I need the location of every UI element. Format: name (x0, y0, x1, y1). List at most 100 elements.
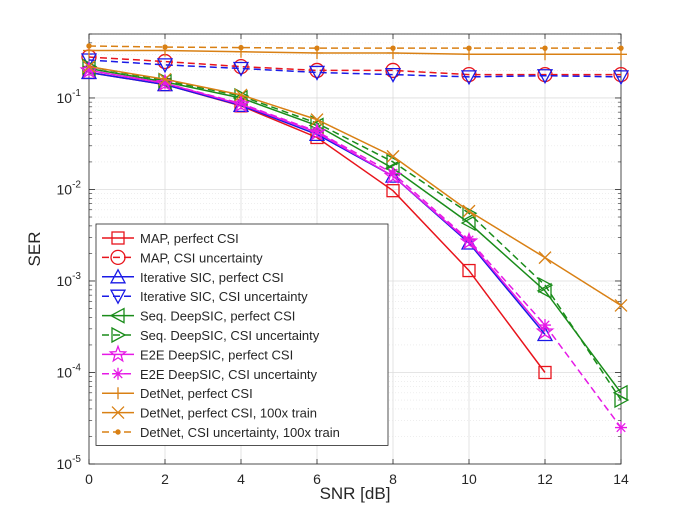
legend-entry: MAP, perfect CSI (102, 231, 239, 246)
legend-label: DetNet, perfect CSI (140, 386, 253, 401)
data-point (542, 45, 548, 51)
data-point (536, 69, 554, 85)
legend-label: Iterative SIC, perfect CSI (140, 270, 284, 285)
legend-marker (112, 387, 124, 400)
data-point (82, 60, 96, 74)
data-point (235, 97, 247, 110)
legend-marker (115, 429, 121, 435)
data-point (463, 234, 475, 247)
y-tick-label: 10-3 (57, 271, 82, 289)
legend-label: MAP, CSI uncertainty (140, 250, 263, 265)
data-point (232, 61, 250, 77)
data-point (233, 58, 249, 75)
y-tick-label: 10-5 (57, 454, 82, 472)
data-point (238, 44, 244, 51)
data-point (162, 44, 168, 50)
series-line (88, 56, 621, 76)
data-point (618, 45, 624, 51)
data-point (386, 149, 400, 163)
data-point (385, 62, 401, 79)
x-tick-label: 12 (537, 471, 553, 487)
legend-entry: Seq. DeepSIC, perfect CSI (102, 307, 295, 324)
data-point (158, 72, 172, 86)
series-line (88, 59, 622, 78)
legend-marker (108, 344, 128, 363)
data-point (460, 70, 478, 86)
data-point (535, 321, 555, 340)
data-point (462, 263, 476, 278)
legend-entry: Seq. DeepSIC, CSI uncertainty (102, 326, 320, 344)
x-tick-label: 10 (461, 471, 477, 487)
legend-label: Seq. DeepSIC, perfect CSI (140, 309, 295, 324)
series-line (88, 45, 621, 49)
legend-marker (111, 326, 127, 344)
series-8 (83, 64, 627, 434)
data-point (614, 391, 630, 409)
legend-marker (111, 406, 125, 420)
x-axis-label: SNR [dB] (320, 484, 391, 503)
data-point (234, 88, 248, 102)
series-line (88, 69, 622, 429)
x-tick-label: 2 (161, 471, 169, 487)
legend-marker (110, 249, 126, 266)
data-point (461, 66, 477, 83)
data-point (156, 58, 174, 74)
legend-marker (109, 289, 127, 305)
data-point (314, 45, 320, 51)
x-tick-label: 0 (85, 471, 93, 487)
data-point (86, 43, 92, 49)
data-point (387, 167, 399, 180)
legend-marker (109, 268, 127, 284)
data-point (538, 277, 554, 294)
x-tick-label: 8 (389, 471, 397, 487)
x-tick-labels: 0 2 4 6 8 10 12 14 (85, 471, 629, 487)
x-tick-label: 6 (313, 471, 321, 487)
legend-label: E2E DeepSIC, CSI uncertainty (140, 367, 318, 382)
y-tick-label: 10-4 (57, 362, 82, 380)
legend-entry: Iterative SIC, perfect CSI (102, 268, 284, 285)
series-line (88, 67, 622, 394)
y-tick-label: 10-2 (57, 179, 82, 197)
data-point (539, 319, 551, 332)
legend-label: Seq. DeepSIC, CSI uncertainty (140, 328, 320, 343)
legend-marker (112, 367, 124, 380)
legend-label: MAP, perfect CSI (140, 231, 239, 246)
data-point (159, 77, 171, 90)
data-point (311, 125, 323, 138)
x-tick-label: 14 (613, 471, 629, 487)
data-point (309, 62, 325, 79)
series-line (89, 49, 621, 56)
series-line (88, 65, 622, 401)
legend-entry: E2E DeepSIC, CSI uncertainty (102, 367, 318, 382)
y-axis-label: SER (25, 232, 44, 267)
data-point (466, 45, 472, 51)
data-point (538, 365, 552, 380)
data-point (308, 65, 326, 81)
data-point (613, 66, 629, 83)
data-point (384, 67, 402, 83)
data-point (310, 113, 324, 127)
data-point (390, 45, 396, 51)
legend-entry: E2E DeepSIC, perfect CSI (102, 344, 293, 363)
y-tick-label: 10-1 (57, 88, 82, 106)
legend-label: DetNet, perfect CSI, 100x train (140, 406, 317, 421)
legend-marker (111, 231, 125, 245)
data-point (538, 251, 552, 265)
legend-entry: DetNet, perfect CSI, 100x train (102, 406, 317, 421)
series-layer (79, 43, 630, 434)
legend-entry: Iterative SIC, CSI uncertainty (102, 289, 308, 305)
data-point (460, 214, 476, 232)
legend-label: E2E DeepSIC, perfect CSI (140, 347, 293, 362)
legend-marker (109, 307, 125, 324)
series-11 (86, 43, 624, 51)
data-point (615, 421, 627, 434)
legend-entry: DetNet, CSI uncertainty, 100x train (102, 425, 340, 440)
axis-ticks (88, 33, 622, 465)
data-point (384, 167, 402, 183)
plot-frame (88, 33, 622, 465)
data-point (614, 299, 628, 312)
legend-box (95, 223, 389, 446)
data-point (462, 204, 476, 218)
legend-entry: DetNet, perfect CSI (102, 386, 253, 401)
